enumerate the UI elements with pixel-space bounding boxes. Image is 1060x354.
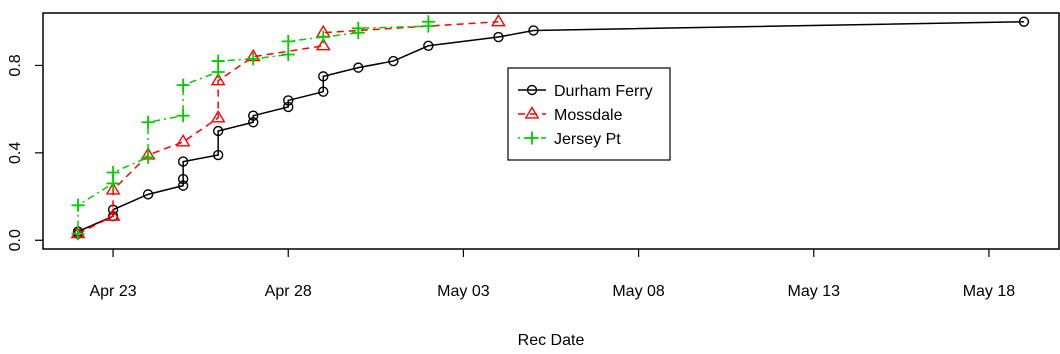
data-point (493, 31, 504, 43)
legend-marker (524, 106, 540, 119)
data-point (71, 227, 85, 241)
y-axis: 0.0 0.4 0.8 (7, 54, 43, 251)
data-point (528, 25, 539, 36)
x-tick-label: May 08 (612, 283, 665, 300)
data-point (318, 71, 329, 82)
data-point (175, 134, 191, 147)
data-point (176, 78, 190, 92)
legend: Durham Ferry Mossdale Jersey Pt (507, 67, 671, 161)
data-point (106, 166, 120, 180)
legend-marker (526, 84, 538, 96)
data-point (211, 65, 225, 79)
legend-entry: Durham Ferry (518, 83, 653, 100)
legend-marker (525, 131, 539, 145)
data-point (142, 189, 154, 200)
data-point (210, 72, 226, 86)
data-point (141, 115, 155, 129)
data-point (177, 156, 189, 167)
legend-label: Jersey Pt (554, 131, 621, 148)
x-tick-label: Apr 23 (89, 283, 136, 300)
legend-label: Mossdale (554, 107, 623, 124)
data-point (248, 110, 259, 121)
data-point (71, 198, 85, 212)
legend-label: Durham Ferry (554, 83, 653, 100)
data-point (106, 176, 120, 190)
x-tick-label: Apr 28 (265, 283, 312, 300)
series-line (77, 20, 1024, 234)
data-point (212, 149, 224, 161)
data-point (105, 182, 121, 195)
x-tick-label: May 03 (437, 283, 490, 300)
data-point (105, 208, 121, 221)
x-axis: Apr 23 Apr 28 May 03 May 08 May 13 May 18 (89, 249, 1015, 300)
x-axis-label: Rec Date (518, 332, 585, 349)
data-point (423, 40, 434, 51)
data-point (211, 54, 225, 68)
series-jersey-pt (71, 15, 435, 241)
data-point (388, 55, 399, 67)
y-tick-label: 0.0 (7, 229, 24, 251)
data-point (315, 37, 331, 51)
data-point (212, 125, 224, 137)
data-point (177, 180, 189, 191)
data-point (141, 150, 155, 164)
y-tick-label: 0.8 (7, 54, 24, 76)
data-point (246, 52, 260, 66)
data-point (283, 95, 294, 106)
plot-frame (42, 12, 1060, 250)
data-point (176, 109, 190, 123)
x-tick-label: May 18 (963, 283, 1016, 300)
data-point (283, 101, 294, 113)
data-point (281, 34, 295, 48)
legend-entry: Jersey Pt (518, 131, 621, 148)
data-point (318, 86, 329, 97)
data-point (351, 21, 365, 35)
series-layer (70, 13, 1030, 241)
y-tick-label: 0.4 (7, 142, 24, 164)
data-point (491, 13, 506, 27)
data-point (316, 30, 330, 44)
data-point (1018, 16, 1030, 27)
data-point (210, 110, 226, 123)
data-point (248, 117, 259, 128)
data-point (177, 173, 189, 185)
data-point (421, 15, 435, 29)
data-point (281, 48, 295, 62)
data-point (353, 62, 364, 73)
legend-entry: Mossdale (518, 106, 623, 124)
x-tick-label: May 13 (788, 283, 841, 300)
